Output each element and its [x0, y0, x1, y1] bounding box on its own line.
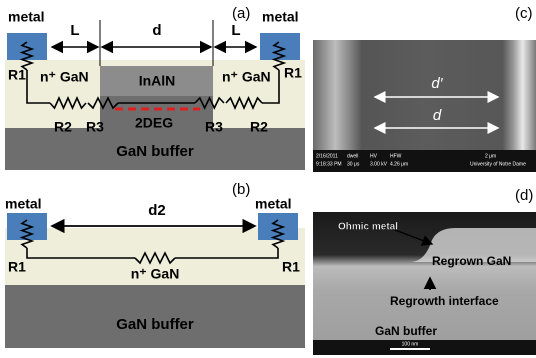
resistor-label: R2 [250, 119, 268, 135]
panel-a: metal metal (a) L d L R1 R2 R3 R3 R2 R1 … [5, 5, 305, 170]
info-header: HFW [390, 153, 402, 159]
dimension-label: L [231, 22, 240, 39]
layer-label: InAlN [139, 73, 176, 89]
annotation: Regrowth interface [390, 294, 499, 308]
info-header: 2/16/2011 [316, 153, 338, 159]
layer-label: GaN buffer [116, 316, 194, 333]
metal-label: metal [255, 196, 292, 212]
dimension-label: d′ [431, 75, 443, 92]
panel-label: (a) [232, 5, 250, 22]
dimension-label: d [433, 107, 442, 124]
info-value: 3.00 kV [370, 161, 388, 167]
resistor-label: R1 [284, 65, 302, 81]
panel-c: (c) d′ d 2/16/2011 dwell HV HFW 2 μm 9:1… [313, 5, 536, 172]
scale-bar-label: 100 nm [402, 341, 419, 347]
resistor-label: R3 [86, 119, 104, 135]
resistor-label: R1 [8, 67, 26, 83]
panel-label: (d) [515, 187, 533, 204]
panel-b: metal metal (b) d2 R1 R1 n⁺ GaN GaN buff… [5, 181, 305, 348]
info-value: University of Notre Dame [470, 161, 526, 167]
info-value: 4.26 μm [390, 161, 408, 167]
annotation: Regrown GaN [432, 254, 511, 268]
metal-label: metal [8, 9, 45, 25]
layer-label: n⁺ GaN [40, 69, 89, 85]
resistor-label: R1 [8, 259, 26, 275]
panel-label: (c) [515, 5, 533, 22]
info-header: HV [370, 153, 378, 159]
info-value: 9:18:33 PM [316, 161, 342, 167]
resistor-label: R2 [54, 119, 72, 135]
annotation: Ohmic metal [338, 222, 398, 233]
info-value: 30 μs [347, 161, 360, 167]
info-header: 2 μm [485, 153, 496, 159]
panel-label: (b) [232, 181, 250, 198]
layer-label: n⁺ GaN [222, 69, 271, 85]
resistor-label: R3 [205, 119, 223, 135]
metal-label: metal [262, 9, 299, 25]
dimension-label: d2 [148, 202, 166, 219]
dimension-label: L [70, 22, 79, 39]
resistor-label: R1 [282, 259, 300, 275]
figure: metal metal (a) L d L R1 R2 R3 R3 R2 R1 … [0, 0, 536, 358]
annotation: GaN buffer [375, 324, 437, 338]
dimension-label: d [152, 22, 161, 39]
layer-label: GaN buffer [116, 143, 194, 160]
panel-d: (d) Ohmic metal Regrown GaN Regrowth int… [313, 187, 536, 355]
layer-label: n⁺ GaN [131, 266, 180, 282]
metal-label: metal [5, 196, 42, 212]
info-header: dwell [347, 153, 358, 159]
layer-label: 2DEG [135, 115, 173, 131]
